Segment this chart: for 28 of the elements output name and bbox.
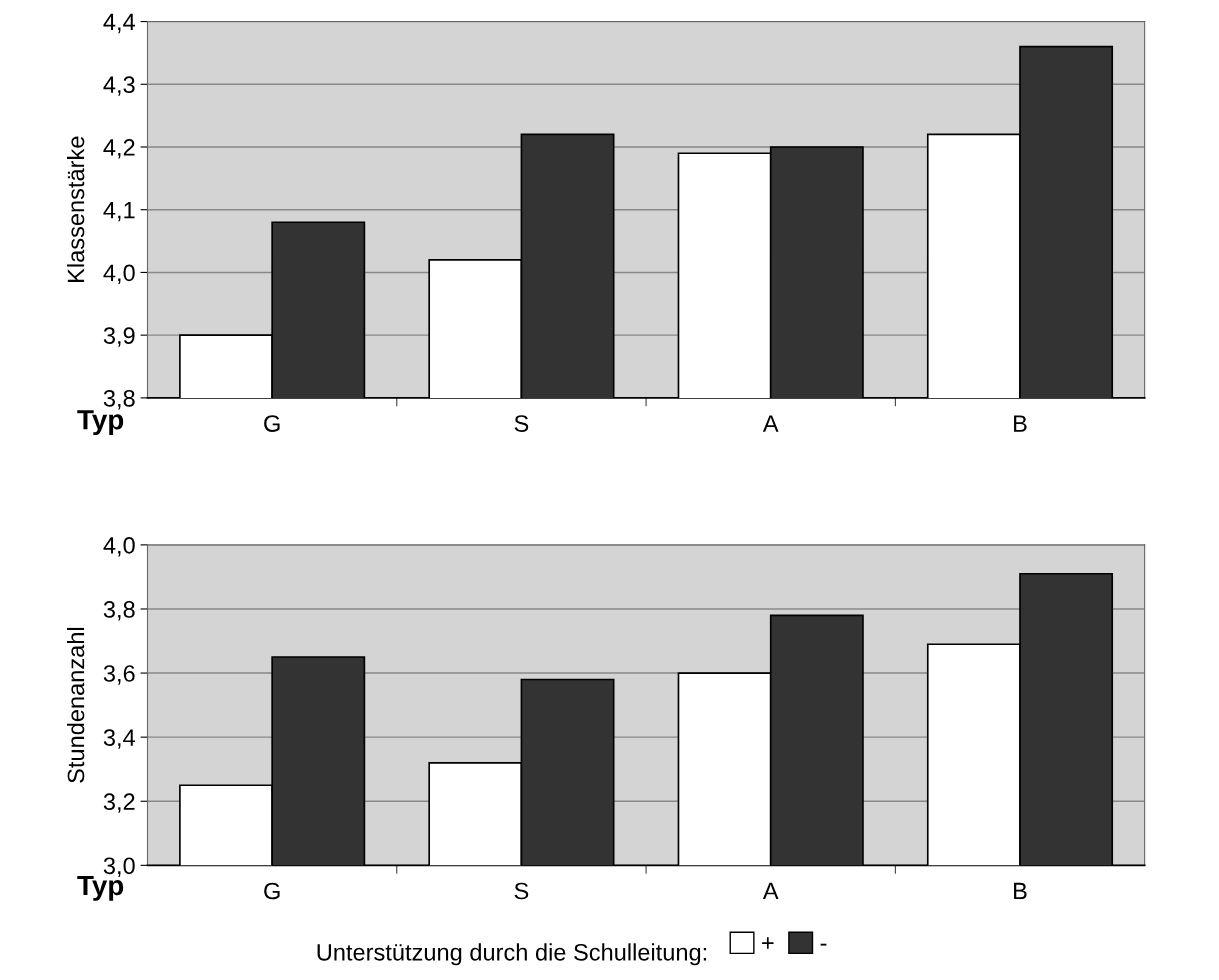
y-tick-label: 3,2 (103, 793, 135, 813)
x-axis-title: Typ (77, 410, 124, 436)
x-tick-label: B (1014, 882, 1027, 900)
x-tick-label: G (264, 882, 280, 900)
y-tick-label: 3,8 (103, 601, 135, 621)
y-tick-label: 3,0 (103, 857, 135, 877)
x-tick-label: A (762, 882, 779, 900)
y-axis-title: Klassenstärke (66, 136, 85, 282)
legend-label: - (820, 943, 827, 946)
y-tick-label: 3,8 (103, 389, 135, 410)
y-tick-label: 3,9 (103, 327, 135, 347)
legend-label: + (762, 937, 774, 949)
y-tick-label: 4,3 (103, 76, 135, 96)
x-tick-label: S (514, 415, 529, 432)
y-axis-title: Stundenanzahl (66, 627, 85, 783)
y-tick-label: 4,1 (103, 202, 135, 222)
y-tick-label: 4,4 (103, 13, 136, 34)
x-tick-label: S (514, 882, 529, 900)
x-tick-label: G (264, 415, 280, 432)
x-tick-label: B (1014, 415, 1027, 432)
x-axis-title: Typ (77, 875, 124, 901)
x-tick-label: A (762, 415, 779, 432)
y-tick-label: 3,4 (103, 729, 136, 749)
y-tick-label: 4,2 (103, 139, 135, 159)
legend-title: Unterstützung durch die Schulleitung: (317, 943, 707, 966)
y-tick-label: 4,0 (103, 264, 135, 285)
y-tick-label: 3,6 (103, 665, 135, 685)
y-tick-label: 4,0 (103, 536, 135, 557)
